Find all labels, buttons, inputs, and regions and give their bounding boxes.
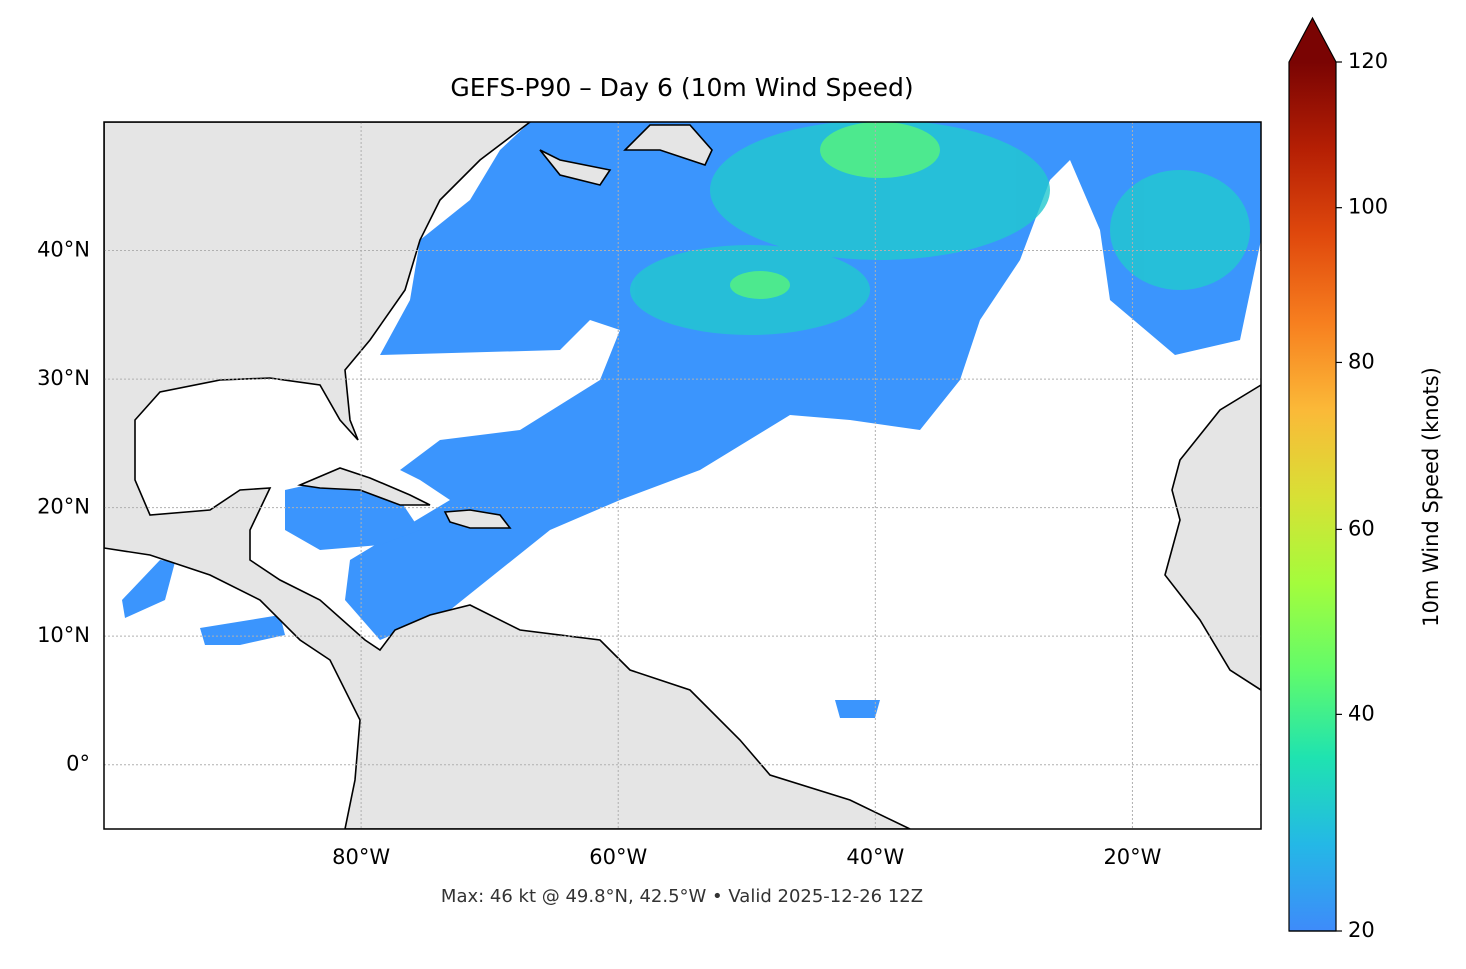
y-tick-label: 40°N (37, 238, 90, 262)
map-area (104, 122, 1261, 829)
wind-core (710, 122, 1050, 260)
footnote: Max: 46 kt @ 49.8°N, 42.5°W • Valid 2025… (441, 886, 923, 907)
newfoundland (623, 124, 713, 166)
colorbar-tick-label: 20 (1348, 918, 1375, 942)
wind-region (345, 122, 1261, 640)
colorbar-extension (1289, 18, 1336, 62)
hispaniola (443, 509, 512, 529)
wind-core (730, 271, 790, 299)
africa (1164, 384, 1261, 691)
cuba (297, 467, 431, 506)
y-tick-label: 0° (66, 752, 90, 776)
land (104, 122, 1261, 829)
wind-region (122, 560, 175, 618)
wind-field (122, 122, 1261, 718)
colorbar-tick-label: 60 (1348, 516, 1375, 540)
colorbar-body (1289, 62, 1336, 931)
colorbar-tick-label: 120 (1348, 49, 1388, 73)
colorbar: 20 40 60 80 100 120 (1288, 16, 1388, 942)
max-wind (730, 122, 940, 299)
x-tick-label: 80°W (332, 845, 390, 869)
colorbar-tick-label: 80 (1348, 349, 1375, 373)
x-tick-label: 20°W (1103, 845, 1161, 869)
wind-region (200, 615, 285, 645)
wind-region (835, 700, 880, 718)
y-tick-label: 10°N (37, 623, 90, 647)
wind-core (820, 122, 940, 178)
grid (104, 122, 1261, 829)
americas (104, 122, 911, 829)
chart-title: GEFS-P90 – Day 6 (10m Wind Speed) (450, 73, 913, 102)
wind-core (1110, 170, 1250, 290)
y-tick-label: 30°N (37, 366, 90, 390)
plot-frame (103, 121, 1262, 830)
x-tick-label: 60°W (589, 845, 647, 869)
nova-scotia (539, 149, 612, 186)
colorbar-tick-label: 100 (1348, 195, 1388, 219)
y-tick-label: 20°N (37, 495, 90, 519)
colorbar-label: 10m Wind Speed (knots) (1419, 367, 1443, 627)
colorbar-tick-label: 40 (1348, 701, 1375, 725)
x-tick-label: 40°W (846, 845, 904, 869)
